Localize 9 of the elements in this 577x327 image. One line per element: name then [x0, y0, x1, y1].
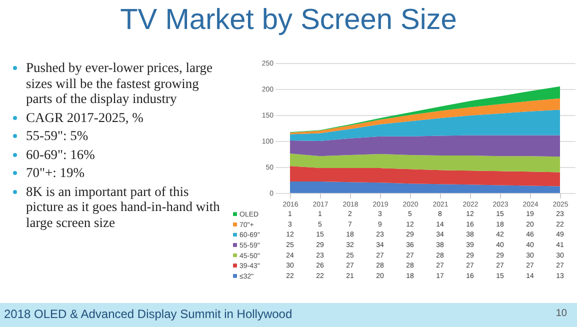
text: Pushed by ever-lower prices, large sizes will be the fastest growing parts of the display industry: [26, 60, 214, 106]
text: 10: [556, 308, 567, 319]
text: 2018 OLED & Advanced Display Summit in Hollywood: [4, 307, 292, 321]
text: 8K is an important part of this picture as it goes hand-in-hand with large screen size: [26, 184, 221, 230]
text: 70"+: 19%: [26, 165, 86, 180]
text: CAGR 2017-2025, %: [26, 110, 144, 125]
chart-title: TV Market by Screen Size: [119, 4, 458, 37]
text: 55-59": 5%: [26, 128, 90, 144]
text: 60-69": 16%: [26, 146, 96, 162]
